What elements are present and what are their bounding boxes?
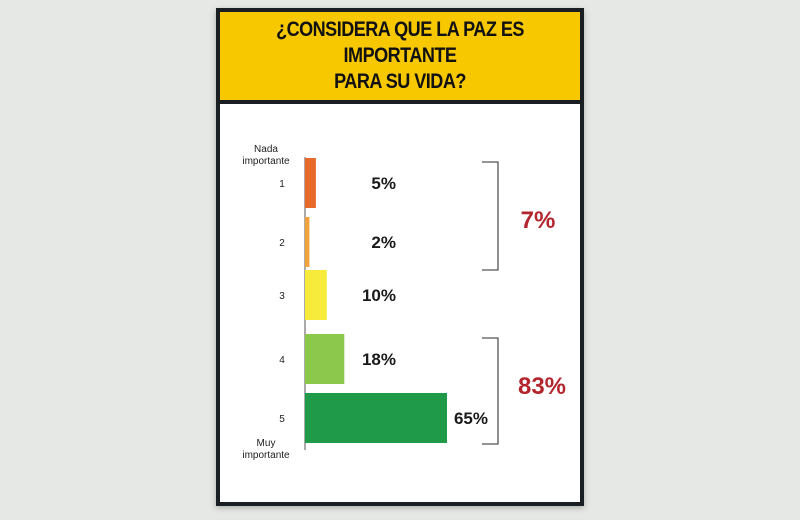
category-label-1: 1 — [279, 179, 285, 190]
category-label-3: 3 — [279, 291, 285, 302]
infographic-card: ¿CONSIDERA QUE LA PAZ ES IMPORTANTE PARA … — [216, 8, 584, 506]
group-brackets: 7% 83% — [482, 161, 566, 445]
bars-group: 1 5% 2 2% 3 10% 4 18% 5 65% — [279, 158, 488, 443]
bar-2 — [305, 217, 310, 267]
category-label-4: 4 — [279, 355, 285, 366]
value-label-5: 65% — [454, 409, 488, 428]
bar-1 — [305, 158, 316, 208]
value-label-4: 18% — [362, 350, 396, 369]
chart-title: ¿CONSIDERA QUE LA PAZ ES IMPORTANTE PARA … — [276, 18, 524, 93]
group-bracket-2 — [482, 337, 499, 445]
group-total-2: 83% — [518, 373, 566, 400]
title-banner: ¿CONSIDERA QUE LA PAZ ES IMPORTANTE PARA … — [220, 12, 580, 104]
bar-5 — [305, 393, 447, 443]
bar-4 — [305, 334, 345, 384]
value-label-1: 5% — [371, 174, 396, 193]
scale-bottom-label-line-1: Muy — [257, 438, 276, 449]
bar-3 — [305, 270, 327, 320]
value-label-2: 2% — [371, 233, 396, 252]
value-label-3: 10% — [362, 286, 396, 305]
scale-top-label-line-1: Nada — [254, 144, 278, 155]
group-bracket-1 — [482, 161, 499, 271]
scale-top-label-line-2: importante — [242, 156, 290, 167]
bar-chart: Nada importante Muy importante 1 5% 2 2% 3 10… — [242, 144, 566, 461]
group-total-1: 7% — [521, 207, 556, 234]
scale-bottom-label-line-2: importante — [242, 450, 290, 461]
category-label-5: 5 — [279, 414, 285, 425]
category-label-2: 2 — [279, 238, 285, 249]
